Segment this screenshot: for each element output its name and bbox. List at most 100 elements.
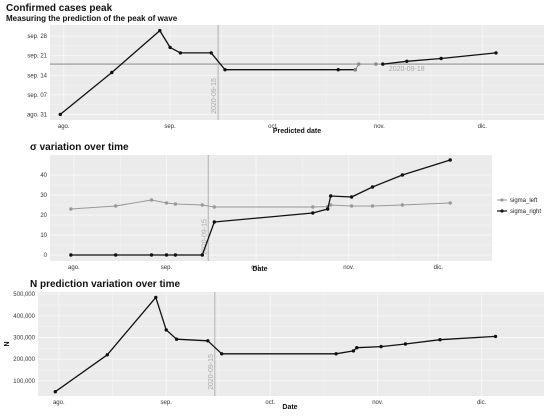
legend-label: sigma_right — [510, 209, 541, 215]
x-tick-label: sep. — [161, 400, 173, 406]
legend-marker — [500, 198, 504, 202]
data-point — [212, 220, 216, 224]
gridlines — [50, 25, 544, 120]
y-tick-label: sep. 28 — [27, 34, 47, 40]
data-point — [173, 202, 178, 206]
series-line — [70, 199, 451, 210]
plot-panel — [38, 292, 544, 396]
reference-lines: 2020-09-18 2020-09-15 — [50, 25, 544, 120]
y-tick-label: 40 — [40, 173, 47, 179]
x-tick-label: nov. — [372, 400, 383, 406]
data-point — [311, 205, 315, 209]
series-line — [70, 159, 451, 256]
data-point — [379, 344, 383, 349]
data-point — [168, 45, 172, 50]
data-point — [374, 62, 378, 66]
y-tick-label: 400,000 — [13, 314, 35, 320]
series-line — [382, 52, 497, 65]
legend: sigma_left sigma_right — [497, 198, 541, 215]
chart-title: σ variation over time — [30, 142, 129, 153]
data-point — [110, 70, 114, 75]
plot-panel — [50, 155, 492, 261]
data-point — [164, 328, 168, 332]
data-point — [329, 194, 333, 198]
x-tick-label: sep. — [164, 124, 176, 130]
data-point — [494, 51, 498, 55]
x-axis-title: Predicted date — [273, 128, 321, 135]
chart-confirmed-cases-peak: Confirmed cases peak Measuring the predi… — [6, 3, 544, 135]
data-point — [223, 68, 227, 72]
data-point — [149, 253, 154, 257]
x-tick-labels: ago. sep. oct. nov. dic. — [58, 124, 487, 130]
x-axis-title: Date — [252, 266, 267, 273]
y-tick-label: sep. 14 — [27, 73, 47, 79]
x-tick-label: dic. — [477, 400, 487, 406]
y-tick-label: sep. 21 — [27, 54, 47, 60]
data-point — [164, 253, 169, 257]
legend-marker — [500, 209, 504, 213]
x-tick-label: ago. — [53, 400, 65, 406]
x-tick-label: oct. — [268, 124, 278, 130]
chart-n-prediction-variation: N prediction variation over time 100,000… — [4, 279, 544, 411]
x-tick-label: oct. — [251, 265, 261, 271]
x-tick-label: dic. — [478, 124, 488, 130]
data-point — [206, 339, 210, 343]
legend-item-sigma-left: sigma_left — [497, 198, 538, 204]
x-tick-label: nov. — [343, 265, 354, 271]
data-point — [349, 195, 354, 199]
x-tick-label: ago. — [58, 124, 70, 130]
data-point — [69, 253, 73, 257]
y-tick-label: 30 — [40, 193, 47, 199]
data-point — [53, 390, 57, 394]
data-point — [403, 342, 408, 346]
y-tick-label: ago. 31 — [27, 112, 48, 118]
data-point — [448, 201, 452, 205]
y-axis-title: N — [4, 341, 11, 346]
y-tick-label: 0 — [44, 253, 48, 259]
legend-label: sigma_left — [510, 198, 538, 204]
data-point — [105, 353, 110, 357]
x-tick-label: dic. — [434, 265, 444, 271]
data-point — [149, 198, 154, 202]
x-axis-title: Date — [282, 404, 297, 411]
data-point — [370, 185, 375, 189]
data-point — [326, 207, 330, 211]
y-tick-labels: 100,000 200,000 300,000 400,000 500,000 — [13, 292, 35, 385]
data-point — [178, 51, 183, 55]
data-point — [355, 346, 359, 350]
chart-title: Confirmed cases peak — [6, 3, 113, 14]
y-tick-label: 500,000 — [13, 292, 35, 298]
data-point — [353, 68, 357, 72]
reference-lines: 2020-09-15 — [208, 292, 216, 396]
y-tick-label: 300,000 — [13, 336, 35, 342]
x-tick-labels: ago. sep. oct. nov. dic. — [68, 265, 443, 271]
data-point — [209, 51, 213, 55]
data-point — [200, 253, 204, 257]
data-point — [438, 338, 442, 342]
reference-vline-label: 2020-09-15 — [201, 219, 208, 255]
data-point — [336, 68, 340, 72]
y-tick-label: 20 — [40, 213, 47, 219]
data-series — [69, 158, 452, 257]
x-tick-label: nov. — [374, 124, 385, 130]
chart-title: N prediction variation over time — [30, 279, 180, 290]
data-point — [114, 204, 118, 208]
data-point — [400, 203, 405, 207]
reference-lines: 2020-09-15 — [201, 155, 209, 261]
data-point — [58, 112, 62, 117]
y-tick-label: 10 — [40, 233, 47, 239]
data-series — [58, 28, 498, 117]
data-point — [439, 56, 443, 61]
data-point — [154, 295, 158, 300]
y-tick-label: 200,000 — [13, 357, 35, 363]
data-series — [53, 295, 498, 394]
data-point — [357, 62, 361, 66]
x-tick-label: oct. — [265, 400, 275, 406]
series-line — [54, 296, 496, 393]
x-tick-label: ago. — [68, 265, 80, 271]
reference-vline-label: 2020-09-15 — [208, 354, 215, 390]
data-point — [351, 349, 356, 353]
legend-item-sigma-right: sigma_right — [497, 209, 541, 215]
